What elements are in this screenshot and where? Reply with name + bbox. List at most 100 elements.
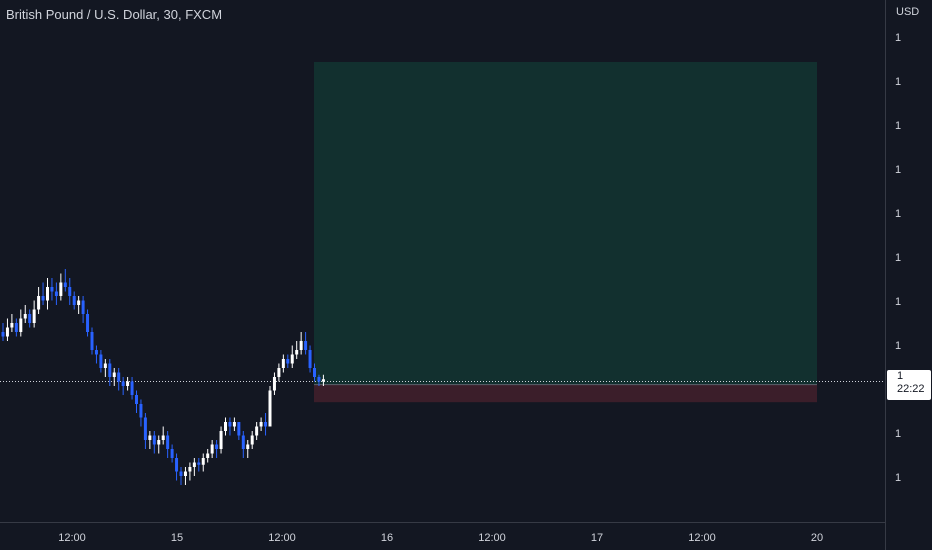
candle-body — [37, 296, 41, 310]
time-tick-label: 12:00 — [688, 532, 716, 544]
candle-body — [215, 444, 219, 449]
candle-body — [308, 350, 312, 368]
candle-body — [28, 314, 32, 323]
candle-body — [317, 377, 321, 382]
candle-body — [179, 471, 183, 476]
candle-body — [183, 471, 187, 476]
candle-body — [77, 300, 81, 305]
candle-body — [250, 435, 254, 445]
candle-body — [241, 435, 245, 449]
candle-body — [50, 287, 54, 292]
candle-body — [286, 359, 290, 364]
candle-body — [161, 435, 165, 440]
candle-body — [290, 354, 294, 364]
last-price-value: 1 — [897, 370, 904, 382]
candle-body — [5, 327, 9, 337]
price-tick-label: 1 — [895, 252, 901, 264]
candle-body — [135, 395, 138, 404]
candle-body — [81, 300, 85, 314]
candle-body — [281, 359, 285, 368]
time-tick-label: 12:00 — [268, 532, 296, 544]
candle-body — [10, 323, 14, 328]
candle-body — [295, 350, 299, 355]
price-tick-label: 1 — [895, 208, 901, 220]
loss-zone — [314, 384, 817, 403]
candle-body — [264, 422, 268, 427]
time-tick-label: 20 — [811, 532, 823, 544]
time-axis-border — [0, 522, 885, 523]
candle-body — [188, 467, 192, 472]
time-tick-label: 12:00 — [58, 532, 86, 544]
candle-body — [94, 350, 98, 355]
time-tick-label: 16 — [381, 532, 393, 544]
candle-body — [175, 458, 179, 472]
profit-zone — [314, 62, 817, 385]
currency-label: USD — [896, 6, 920, 18]
candle-body — [63, 282, 67, 287]
price-axis-border — [885, 0, 886, 550]
candle-body — [157, 440, 161, 445]
candle-body — [143, 417, 147, 440]
candle-body — [68, 287, 72, 296]
candle-body — [130, 381, 134, 395]
last-price-label: 1 22:22 — [887, 370, 931, 400]
candle-body — [19, 318, 23, 332]
candle-body — [228, 422, 232, 427]
candle-body — [99, 354, 103, 368]
time-tick-label: 15 — [171, 532, 183, 544]
candle-body — [246, 444, 250, 449]
candle-body — [206, 453, 210, 458]
symbol-title: British Pound / U.S. Dollar, 30, FXCM — [6, 7, 223, 22]
candle-body — [23, 314, 27, 319]
candle-body — [219, 431, 223, 449]
candle-body — [108, 363, 112, 377]
candle-body — [41, 296, 45, 301]
candle-body — [197, 462, 201, 465]
candle-body — [126, 381, 130, 386]
candle-body — [1, 332, 5, 337]
candle-body — [277, 368, 281, 377]
time-tick-label: 17 — [591, 532, 603, 544]
candle-body — [313, 368, 316, 377]
candle-body — [268, 390, 272, 427]
candle-body — [299, 341, 303, 350]
candle-body — [237, 422, 241, 436]
price-tick-label: 1 — [895, 120, 901, 132]
candle-body — [59, 282, 63, 296]
candle-body — [192, 462, 196, 467]
candle-body — [90, 332, 94, 350]
price-tick-label: 1 — [895, 76, 901, 88]
price-tick-label: 1 — [895, 428, 901, 440]
price-tick-label: 1 — [895, 296, 901, 308]
candle-body — [46, 287, 49, 301]
price-tick-label: 1 — [895, 164, 901, 176]
candle-body — [54, 291, 58, 296]
candle-body — [255, 426, 259, 436]
candle-body — [117, 372, 121, 382]
candle-body — [86, 314, 90, 332]
candle-body — [139, 404, 143, 418]
time-tick-label: 12:00 — [478, 532, 506, 544]
price-tick-label: 1 — [895, 340, 901, 352]
candle-body — [210, 444, 214, 454]
candle-body — [72, 296, 76, 305]
price-tick-label: 1 — [895, 32, 901, 44]
candle-body — [32, 309, 36, 323]
candle-body — [14, 323, 18, 332]
candle-body — [201, 458, 205, 465]
candle-body — [259, 422, 263, 427]
candle-body — [152, 435, 156, 445]
price-tick-label: 1 — [895, 472, 901, 484]
candle-body — [304, 341, 308, 350]
bar-countdown: 22:22 — [897, 383, 925, 395]
candle-body — [232, 422, 236, 427]
candle-body — [224, 422, 227, 431]
candle-body — [103, 363, 107, 368]
candle-body — [272, 377, 276, 391]
candle-body — [121, 381, 125, 386]
candle-body — [170, 449, 174, 458]
candle-body — [321, 379, 325, 382]
candle-body — [112, 372, 116, 377]
